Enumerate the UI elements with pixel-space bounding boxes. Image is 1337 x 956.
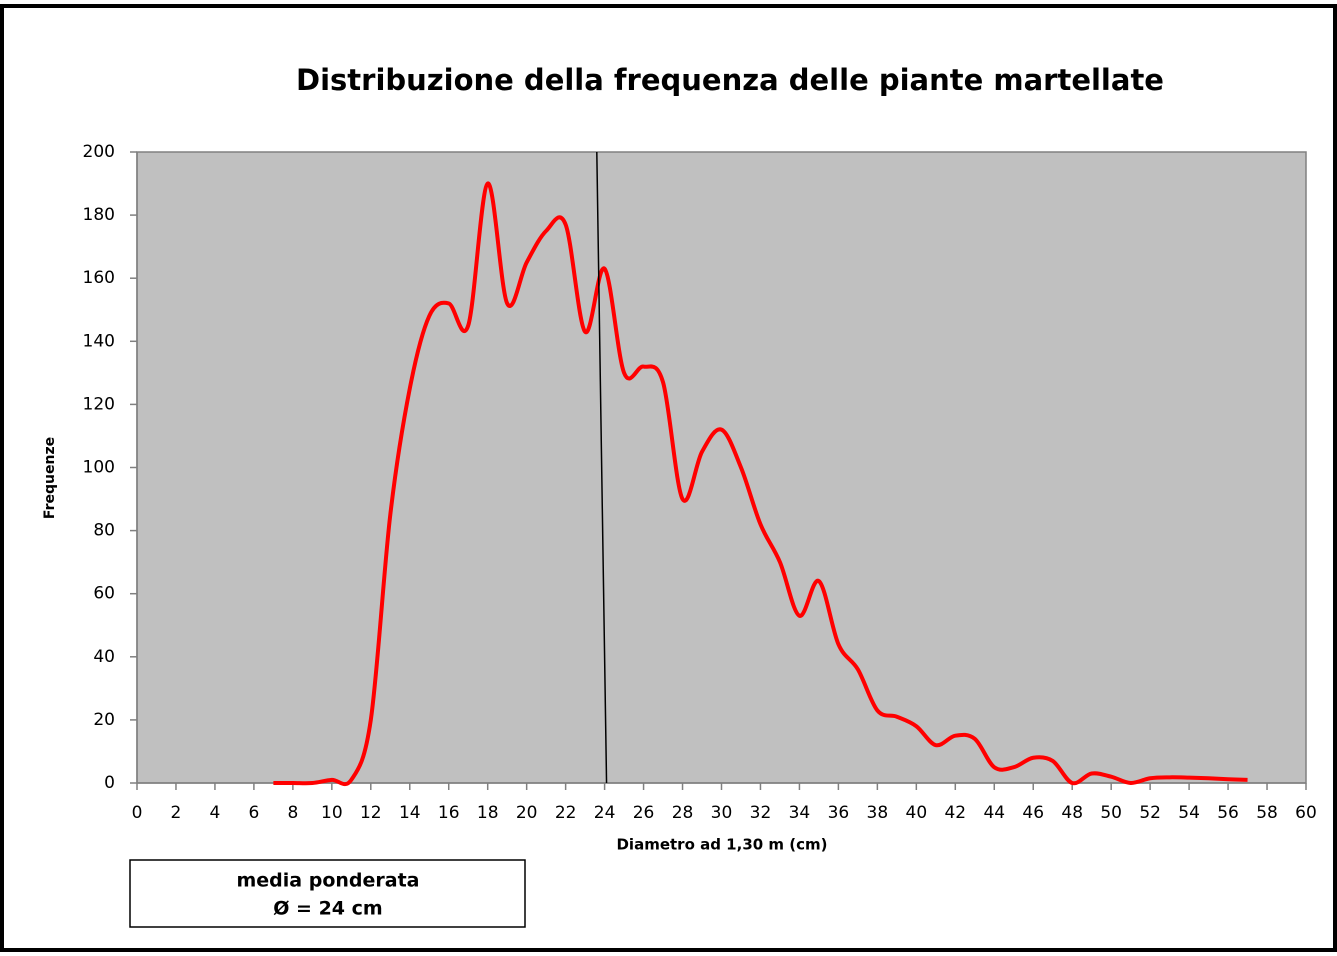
x-tick-label: 24 [594, 803, 616, 823]
x-tick-label: 60 [1295, 803, 1317, 823]
x-tick-label: 0 [132, 803, 143, 823]
x-tick-label: 40 [906, 803, 928, 823]
x-tick-label: 48 [1061, 803, 1083, 823]
x-tick-label: 36 [828, 803, 850, 823]
y-tick-label: 40 [93, 647, 115, 667]
y-tick-label: 100 [83, 458, 115, 478]
y-tick-label: 120 [83, 394, 115, 414]
x-tick-label: 10 [321, 803, 343, 823]
y-axis-label: Frequenze [42, 437, 58, 519]
chart-title: Distribuzione della frequenza delle pian… [296, 63, 1164, 97]
y-tick-label: 60 [93, 584, 115, 604]
x-tick-label: 16 [438, 803, 460, 823]
x-tick-label: 32 [750, 803, 772, 823]
x-tick-label: 46 [1022, 803, 1044, 823]
x-axis-label: Diametro ad 1,30 m (cm) [616, 836, 827, 854]
x-tick-label: 18 [477, 803, 499, 823]
data-line [273, 181, 1248, 787]
x-tick-label: 28 [672, 803, 694, 823]
x-tick-label: 50 [1100, 803, 1122, 823]
y-tick-label: 20 [93, 710, 115, 730]
x-tick-label: 14 [399, 803, 421, 823]
y-tick-label: 0 [104, 773, 115, 793]
annotation-box [129, 859, 526, 928]
y-tick-label: 140 [83, 331, 115, 351]
x-tick-label: 6 [248, 803, 259, 823]
x-tick-label: 20 [516, 803, 538, 823]
x-tick-label: 54 [1178, 803, 1200, 823]
x-tick-label: 56 [1217, 803, 1239, 823]
y-tick-label: 180 [83, 205, 115, 225]
x-tick-label: 42 [944, 803, 966, 823]
x-tick-label: 2 [171, 803, 182, 823]
mean-line [596, 151, 608, 784]
y-tick-label: 160 [83, 268, 115, 288]
plot-area [136, 151, 1307, 784]
x-tick-label: 44 [983, 803, 1005, 823]
x-tick-label: 58 [1256, 803, 1278, 823]
y-tick-label: 200 [83, 142, 115, 162]
x-tick-label: 26 [633, 803, 655, 823]
x-tick-label: 52 [1139, 803, 1161, 823]
x-tick-label: 12 [360, 803, 382, 823]
x-tick-label: 8 [287, 803, 298, 823]
annotation: media ponderata [237, 870, 420, 892]
x-tick-label: 4 [210, 803, 221, 823]
x-tick-label: 34 [789, 803, 811, 823]
y-tick-label: 80 [93, 521, 115, 541]
x-tick-label: 22 [555, 803, 577, 823]
annotation: Ø = 24 cm [273, 898, 382, 920]
x-tick-label: 38 [867, 803, 889, 823]
x-tick-label: 30 [711, 803, 733, 823]
